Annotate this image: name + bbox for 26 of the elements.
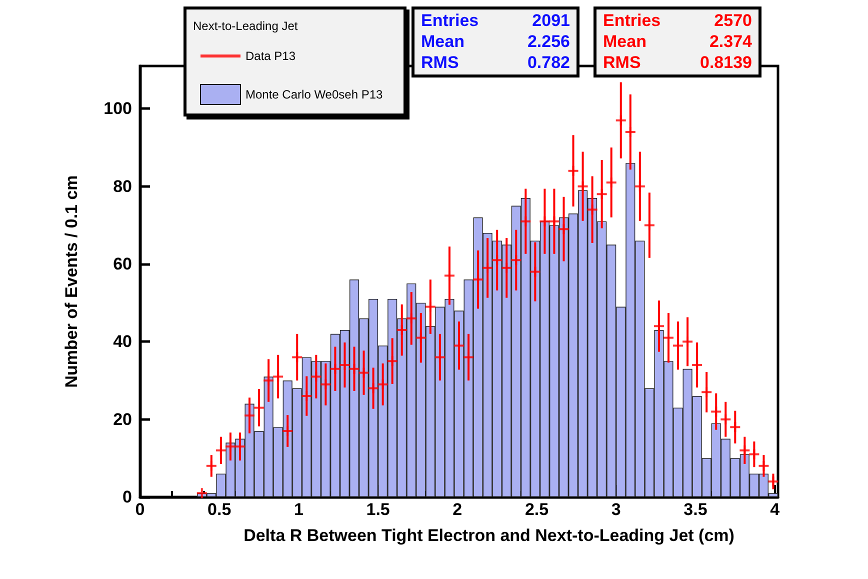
- legend-title: Next-to-Leading Jet: [193, 19, 298, 33]
- x-tick-label: 0: [135, 500, 145, 519]
- x-tick-label: 2: [452, 500, 462, 519]
- x-tick-label: 2.5: [524, 500, 549, 519]
- text: Entries 2091: [421, 11, 570, 30]
- y-tick-label: 20: [113, 410, 132, 429]
- x-axis-title: Delta R Between Tight Electron and Next-to-Leading Jet (cm): [244, 526, 734, 545]
- x-tick-label: 3: [611, 500, 621, 519]
- x-tick-label: 3.5: [684, 500, 708, 519]
- text: RMS 0.782: [421, 53, 570, 72]
- y-tick-label: 100: [104, 99, 132, 118]
- text: Mean 2.374: [603, 32, 752, 51]
- y-axis-title: Number of Events / 0.1 cm: [62, 175, 81, 388]
- x-tick-label: 4: [770, 500, 780, 519]
- legend-label: Monte Carlo We0seh P13: [246, 88, 384, 102]
- y-tick-label: 40: [113, 332, 132, 352]
- y-tick-label: 60: [113, 254, 132, 274]
- legend-label: Data P13: [246, 49, 296, 63]
- x-tick-label: 1: [294, 500, 304, 519]
- text: Mean 2.256: [421, 32, 570, 51]
- x-tick-label: 1.5: [366, 500, 390, 519]
- y-tick-label: 0: [122, 488, 132, 506]
- y-tick-label: 80: [113, 176, 132, 196]
- x-tick-label: 0.5: [208, 500, 232, 519]
- text: RMS 0.8139: [603, 53, 752, 72]
- text: Entries 2570: [603, 11, 752, 30]
